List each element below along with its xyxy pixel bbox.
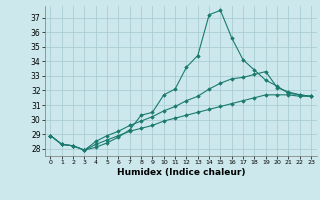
X-axis label: Humidex (Indice chaleur): Humidex (Indice chaleur) bbox=[116, 168, 245, 177]
